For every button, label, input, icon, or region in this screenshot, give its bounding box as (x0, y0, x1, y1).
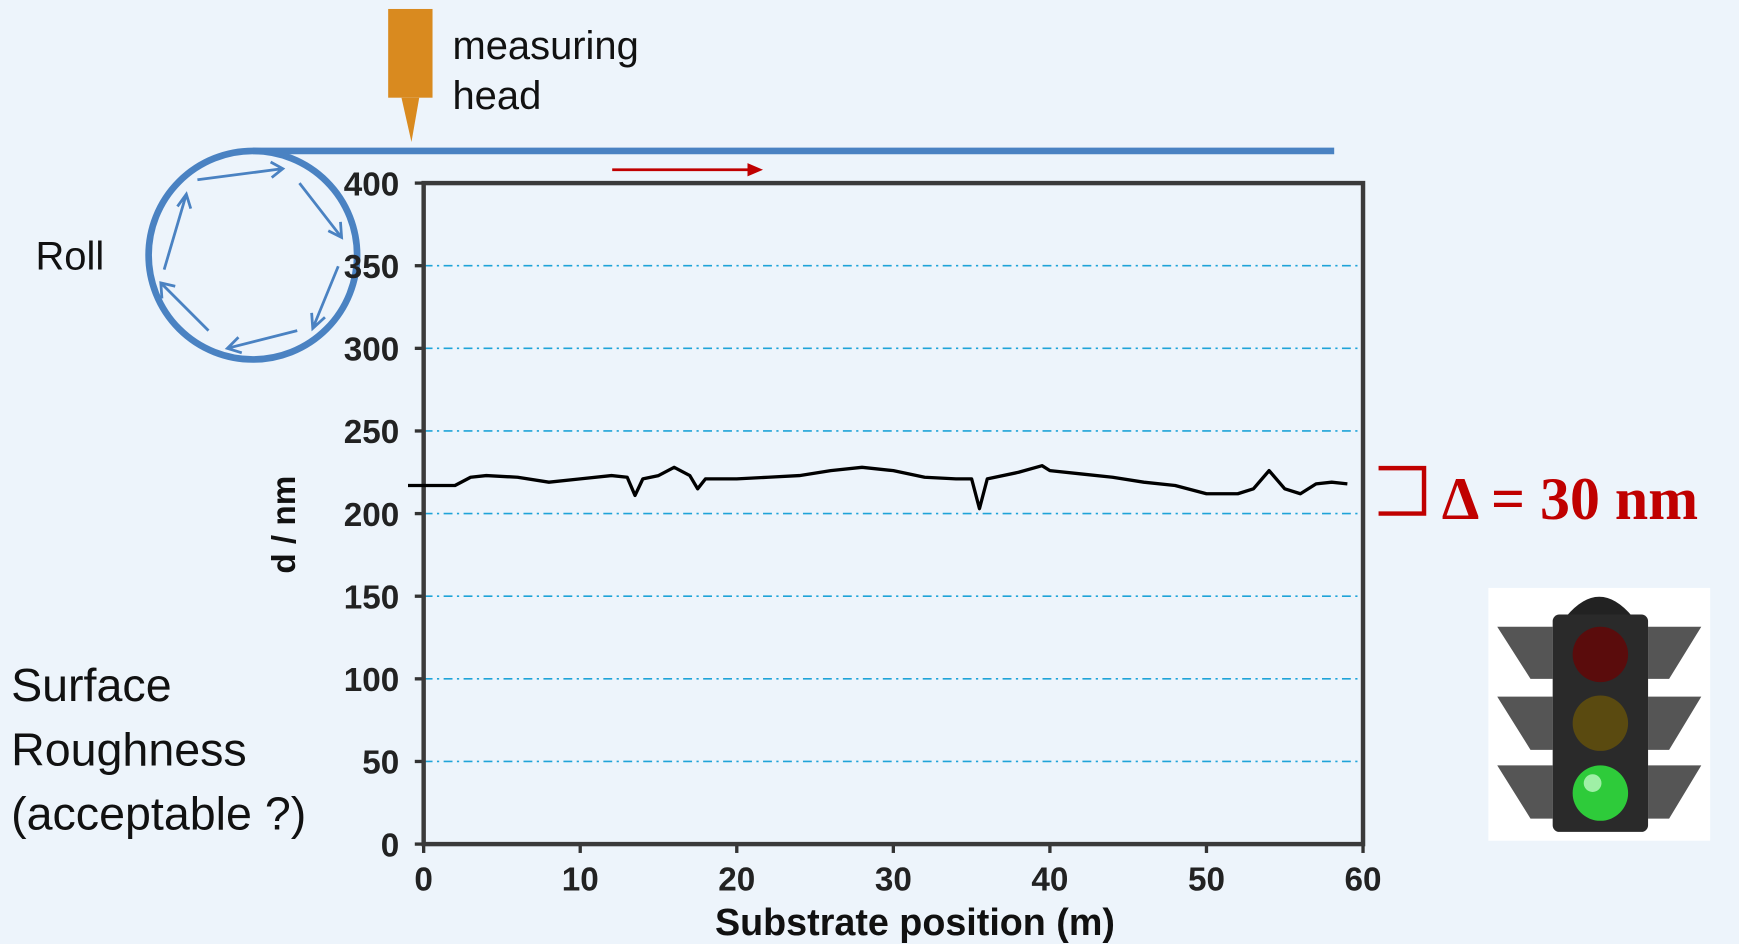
roll-arrows (159, 160, 344, 355)
x-tick-label: 60 (1345, 862, 1382, 899)
y-tick-label: 100 (344, 662, 400, 699)
x-tick-label: 10 (562, 862, 599, 899)
y-tick-label: 400 (344, 166, 400, 203)
data-line (408, 464, 1348, 511)
head-tip (401, 97, 420, 143)
y-axis-label: d / nm (266, 476, 303, 574)
delta-label: Δ = 30 nm (1442, 466, 1698, 532)
measuring-head (388, 8, 433, 98)
roll-label: Roll (35, 235, 104, 279)
y-tick-label: 350 (344, 249, 400, 286)
y-tick-label: 300 (344, 332, 400, 369)
x-tick-label: 0 (414, 862, 433, 899)
head-label: head (452, 74, 541, 118)
y-tick-label: 200 (344, 497, 400, 534)
question: Roughness (11, 723, 247, 775)
direction-arrowhead (747, 163, 764, 177)
question: Surface (11, 659, 172, 711)
y-tick-label: 0 (381, 827, 400, 864)
x-tick-label: 40 (1031, 862, 1068, 899)
y-tick-label: 150 (344, 579, 400, 616)
delta-bracket (1378, 465, 1427, 516)
roll (145, 147, 361, 363)
y-tick-label: 50 (362, 745, 399, 782)
plot-frame (421, 180, 1366, 847)
y-tick-label: 250 (344, 414, 400, 451)
x-tick-label: 50 (1188, 862, 1225, 899)
x-axis-label: Substrate position (m) (715, 901, 1115, 943)
head-label: measuring (452, 24, 638, 68)
question: (acceptable ?) (11, 788, 306, 840)
x-tick-label: 20 (718, 862, 755, 899)
traffic-light (1488, 587, 1711, 841)
x-tick-label: 30 (875, 862, 912, 899)
